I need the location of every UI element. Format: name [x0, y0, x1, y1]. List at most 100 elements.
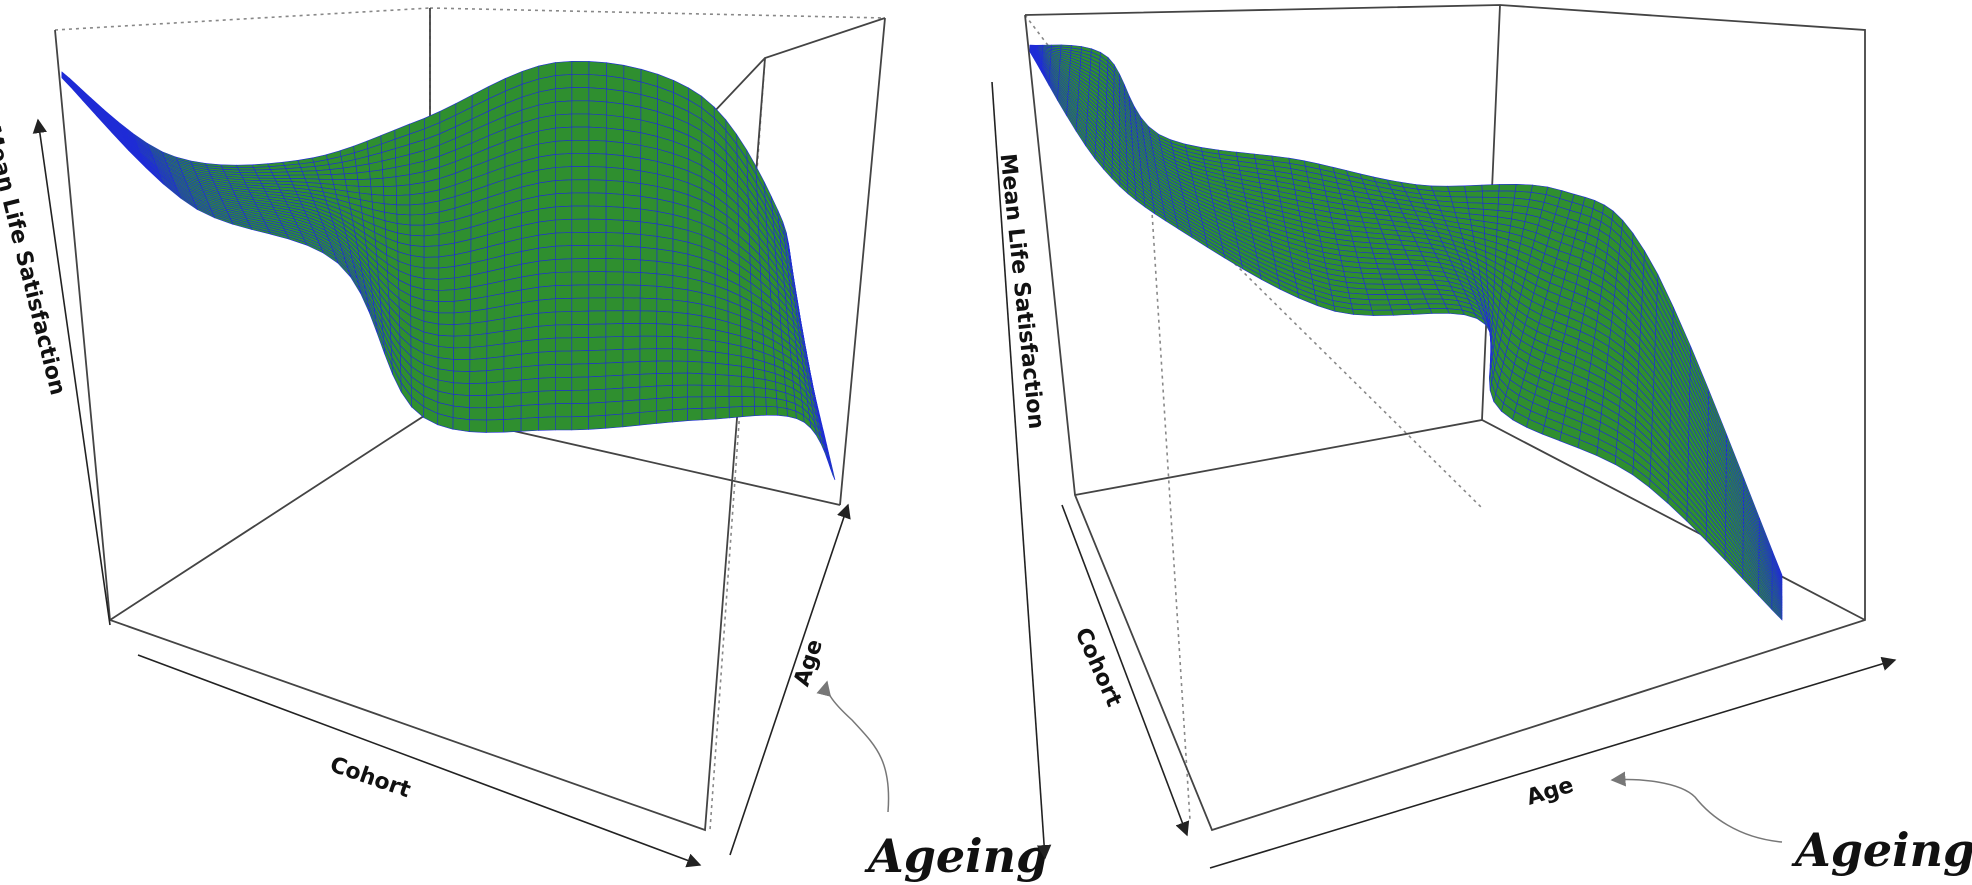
surface-facet	[588, 336, 607, 351]
surface-facet	[1386, 293, 1408, 301]
surface-facet	[554, 337, 573, 352]
surface-facet	[571, 245, 590, 260]
surface-facet	[554, 179, 573, 195]
surface-facet	[605, 219, 624, 234]
surface-facet	[1364, 283, 1386, 290]
surface-facet	[639, 272, 658, 287]
surface-facet	[520, 404, 539, 419]
surface-facet	[237, 167, 256, 171]
surface-facet	[1399, 278, 1420, 285]
surface-facet	[1448, 191, 1467, 198]
surface-facet	[409, 214, 425, 226]
surface-facet	[538, 416, 556, 431]
surface-facet	[571, 100, 590, 115]
surface-facet	[588, 218, 607, 233]
surface-facet	[369, 177, 384, 188]
surface-facet	[588, 126, 607, 142]
surface-facet	[639, 323, 658, 337]
right-axis-arrows	[991, 81, 1897, 869]
surface-facet	[1381, 278, 1403, 285]
surface-facet	[831, 468, 836, 481]
surface-facet	[671, 408, 688, 423]
surface-facet	[554, 126, 573, 142]
surface-facet	[438, 312, 455, 325]
surface-facet	[1368, 299, 1391, 306]
surface-facet	[469, 333, 488, 348]
surface-facet	[672, 372, 689, 386]
surface-facet	[1423, 293, 1444, 300]
surface-facet	[554, 74, 573, 90]
surface-facet	[554, 100, 573, 116]
surface-facet	[409, 203, 425, 216]
surface-facet	[687, 396, 703, 410]
surface-facet	[383, 185, 397, 196]
surface-facet	[571, 205, 590, 220]
surface-facet	[728, 364, 742, 377]
surface-facet	[554, 232, 573, 247]
surface-facet	[538, 337, 556, 353]
surface-facet	[554, 218, 573, 234]
left-axis-arrows	[32, 118, 851, 868]
surface-facet	[396, 204, 411, 216]
surface-facet	[656, 260, 674, 276]
surface-facet	[503, 340, 522, 357]
surface-facet	[1370, 304, 1393, 311]
surface-facet	[672, 360, 689, 374]
surface-facet	[469, 308, 488, 324]
surface-facet	[588, 139, 607, 155]
surface-facet	[605, 101, 625, 118]
surface-facet	[503, 379, 522, 395]
surface-facet	[554, 166, 573, 181]
surface-facet	[554, 311, 573, 326]
surface-facet	[639, 360, 657, 375]
surface-facet	[520, 351, 539, 368]
surface-facet	[623, 219, 641, 235]
surface-facet	[423, 245, 440, 258]
surface-facet	[383, 194, 398, 206]
surface-facet	[520, 364, 539, 381]
surface-facet	[701, 361, 716, 375]
surface-facet	[453, 370, 471, 384]
surface-facet	[655, 409, 673, 424]
surface-facet	[409, 234, 425, 247]
surface-facet	[423, 256, 440, 269]
surface-facet	[605, 140, 624, 157]
surface-facet	[672, 396, 689, 411]
left-surface-mesh	[61, 60, 836, 481]
surface-facet	[329, 167, 345, 175]
surface-facet	[687, 349, 703, 363]
surface-facet	[605, 192, 624, 208]
surface-facet	[656, 298, 674, 313]
surface-facet	[672, 348, 689, 362]
right-xlabel: Cohort	[1070, 624, 1127, 711]
surface-facet	[468, 419, 487, 433]
surface-facet	[715, 351, 730, 366]
surface-facet	[588, 61, 607, 77]
surface-facet	[588, 414, 607, 430]
surface-facet	[554, 87, 573, 103]
surface-facet	[588, 205, 607, 220]
surface-facet	[554, 192, 573, 208]
surface-facet	[255, 172, 274, 176]
surface-facet	[554, 363, 573, 378]
surface-facet	[571, 126, 590, 141]
surface-facet	[605, 166, 624, 182]
surface-facet	[672, 336, 689, 350]
surface-facet	[622, 245, 641, 261]
surface-facet	[538, 272, 556, 288]
surface-facet	[503, 405, 522, 420]
surface-facet	[554, 416, 573, 431]
surface-facet	[741, 396, 755, 407]
surface-facet	[356, 171, 371, 180]
surface-facet	[503, 392, 522, 408]
surface-facet	[315, 169, 332, 176]
surface-facet	[538, 180, 556, 197]
surface-facet	[622, 232, 641, 248]
surface-facet	[588, 297, 607, 312]
surface-facet	[369, 169, 384, 180]
surface-facet	[469, 395, 487, 409]
surface-facet	[538, 206, 556, 223]
surface-facet	[1365, 288, 1388, 295]
surface-facet	[521, 325, 539, 342]
surface-facet	[538, 285, 556, 301]
